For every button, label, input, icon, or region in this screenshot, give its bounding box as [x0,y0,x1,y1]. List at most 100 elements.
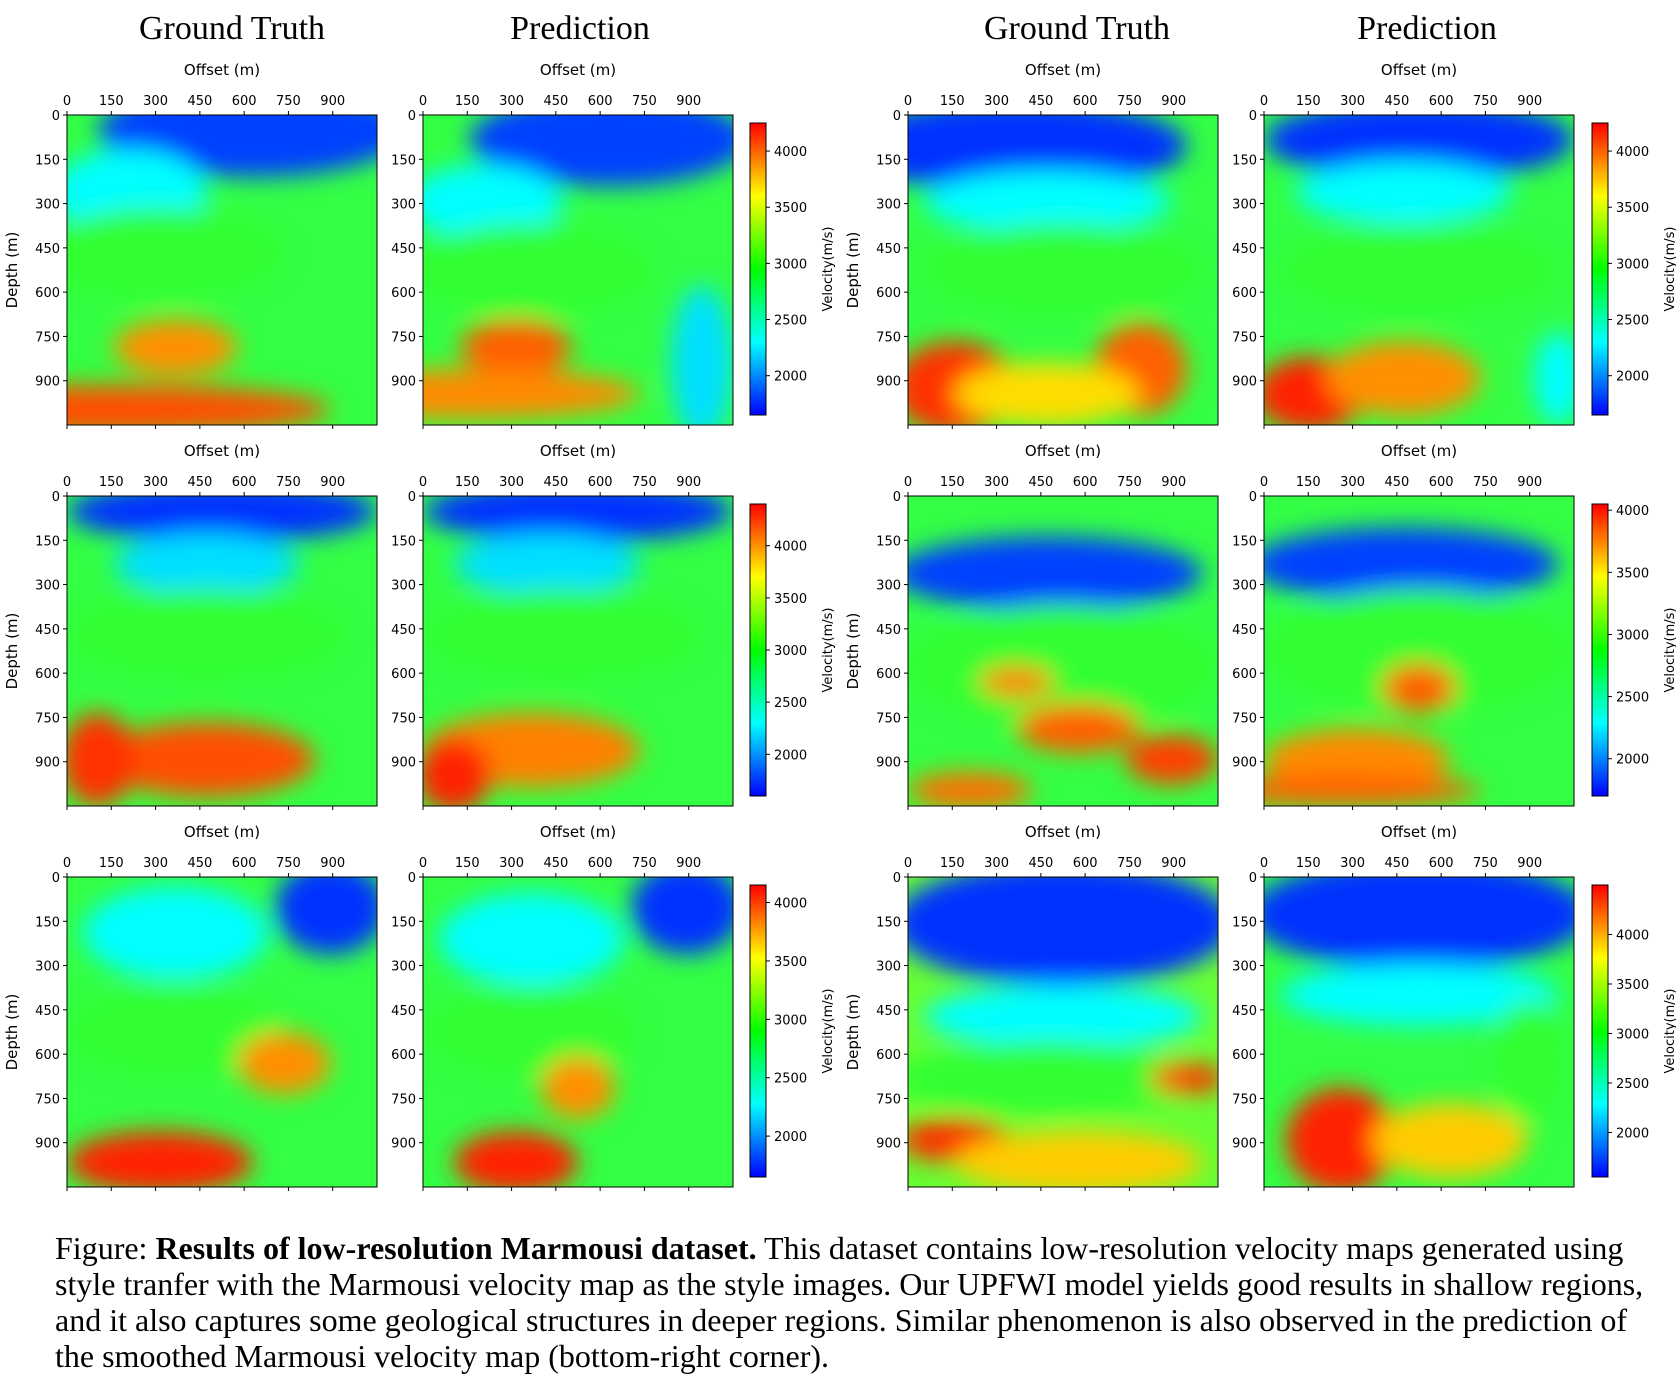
heatmap-blob [908,536,1203,611]
colorbar-tick-label: 2500 [1616,691,1649,706]
y-tick-label: 150 [391,153,416,168]
heatmap-blobs [67,496,377,806]
heatmap-frame [1263,495,1575,807]
x-tick-label: 300 [143,94,168,109]
heatmap-frame [1263,114,1575,426]
y-tick-label: 450 [876,623,901,638]
y-tick-label: 300 [35,579,60,594]
y-tick-label: 300 [1232,579,1257,594]
heatmap-blob [274,877,377,955]
y-tick-label: 450 [876,242,901,257]
y-tick-label: 750 [35,330,60,345]
heatmap-blob [1381,663,1457,713]
x-tick-label: 0 [1260,475,1268,490]
heatmap-image [1264,496,1574,806]
heatmap-blob [923,223,1203,317]
heatmap-blob [438,892,625,986]
x-tick-label: 750 [276,856,301,871]
heatmap-blobs [67,115,377,425]
x-tick-label: 150 [455,475,480,490]
heatmap-blob [908,604,1218,729]
x-tick-label: 150 [99,475,124,490]
x-axis-label: Offset (m) [1381,442,1457,460]
colorbar-r3-p1: 2000 2500 3000 3500 4000 Velocity(m/s) [749,884,836,1178]
x-tick-label: 300 [1340,475,1365,490]
y-tick-label: 600 [35,667,60,682]
caption-body: This dataset contains low-resolution vel… [55,1230,1644,1374]
y-tick-label: 600 [1232,667,1257,682]
x-tick-label: 0 [63,856,71,871]
x-tick-label: 900 [1517,856,1542,871]
colorbar-label: Velocity(m/s) [1663,227,1676,312]
y-tick-label: 600 [876,1048,901,1063]
colorbar-tick-label: 3000 [774,1013,807,1028]
heatmap-blob [1372,1103,1528,1178]
heatmap-blob [979,666,1054,698]
y-tick-label: 450 [391,1004,416,1019]
heatmap-blob [454,533,640,596]
colorbar-bar [1591,884,1609,1178]
y-tick-label: 450 [1232,242,1257,257]
y-tick-label: 600 [876,286,901,301]
y-tick-label: 150 [391,534,416,549]
x-tick-label: 450 [1384,94,1409,109]
y-tick-label: 0 [52,490,60,505]
colorbar-tick-label: 2500 [774,1072,807,1087]
x-axis-label: Offset (m) [1025,442,1101,460]
heatmap-image [67,877,377,1187]
x-tick-label: 600 [588,856,613,871]
heatmap-image [67,496,377,806]
colorbar-r3-p2: 2000 2500 3000 3500 4000 Velocity(m/s) [1591,884,1676,1178]
y-tick-label: 450 [35,242,60,257]
x-tick-label: 300 [984,475,1009,490]
y-tick-label: 150 [1232,153,1257,168]
x-tick-label: 750 [1117,94,1142,109]
x-tick-label: 450 [543,475,568,490]
y-tick-label: 600 [1232,286,1257,301]
x-tick-label: 750 [276,94,301,109]
y-tick-label: 450 [1232,623,1257,638]
heatmap-blob [67,384,331,425]
heatmap-frame [907,876,1219,1188]
heatmap-blob [423,223,656,317]
y-tick-label: 300 [35,960,60,975]
y-tick-label: 300 [1232,198,1257,213]
heatmap-blobs [908,536,1218,806]
x-tick-label: 450 [1384,856,1409,871]
x-tick-label: 150 [940,475,965,490]
y-tick-label: 300 [1232,960,1257,975]
y-tick-label: 750 [391,1092,416,1107]
y-tick-label: 0 [893,871,901,886]
colorbar-tick-label: 2000 [774,370,807,385]
heatmap-blob [98,722,315,797]
heatmap-blob [1264,527,1559,602]
x-tick-label: 900 [676,475,701,490]
heatmap-blob [67,208,284,301]
heatmap-blob [954,1131,1203,1187]
heatmap-blob [67,713,136,806]
y-tick-label: 300 [391,198,416,213]
colorbar-tick-label: 2500 [1616,1077,1649,1092]
colorbar-r1-p1: 2000 2500 3000 3500 4000 Velocity(m/s) [749,122,836,416]
heatmap-blob [1490,1001,1565,1125]
x-tick-label: 750 [1473,475,1498,490]
colorbar-tick-label: 4000 [774,540,807,555]
x-tick-label: 450 [1028,94,1053,109]
heatmap-blob [1125,734,1218,785]
heatmap-blob [423,985,640,1079]
colorbar-tick-label: 2000 [1616,753,1649,768]
colorbar-bar [1591,122,1609,416]
x-tick-label: 750 [1473,856,1498,871]
y-tick-label: 900 [391,1137,416,1152]
x-tick-label: 0 [904,475,912,490]
figure-caption: Figure: Results of low-resolution Marmou… [55,1230,1655,1374]
colorbar-tick-label: 3500 [774,592,807,607]
heatmap-blobs [1264,115,1574,425]
x-tick-label: 0 [904,856,912,871]
y-tick-label: 750 [876,330,901,345]
x-tick-label: 600 [232,856,257,871]
heatmap-blob [1533,332,1574,425]
x-tick-label: 450 [1028,475,1053,490]
heatmap-blob [423,164,563,239]
x-tick-label: 750 [632,94,657,109]
